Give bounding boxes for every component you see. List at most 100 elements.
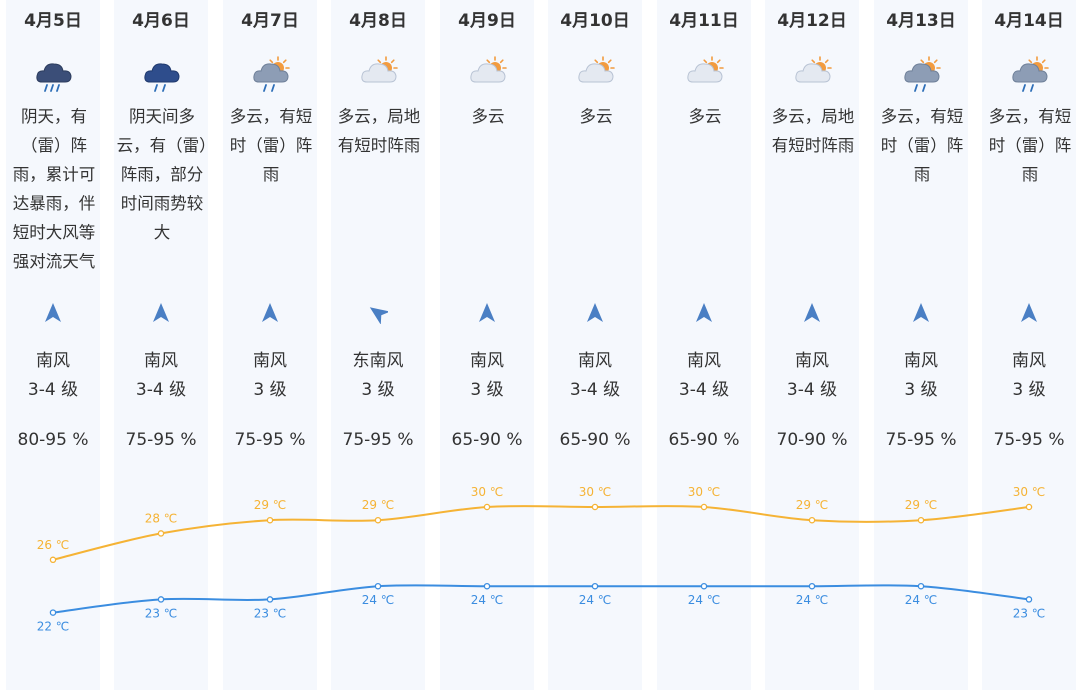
low-temp-label: 24 ℃ [579,593,612,607]
weather-description: 阴天，有（雷）阵雨，累计可达暴雨，伴短时大风等强对流天气 [12,107,96,271]
humidity: 65-90 % [451,430,523,450]
high-temp-point [917,516,925,524]
wind-direction-arrow-icon [369,307,388,324]
high-temp-point [483,503,491,511]
low-temp-point [1025,596,1033,603]
high-temp-point [374,516,382,524]
low-temp-line [52,584,1030,614]
humidity: 80-95 % [17,430,89,450]
forecast-date: 4月13日 [886,11,956,31]
humidity: 75-95 % [885,430,957,450]
wind-direction-arrow-icon [587,303,603,322]
wind-direction: 南风 [144,351,178,371]
weather-description: 阴天间多云，有（雷）阵雨，部分时间雨势较大 [116,107,208,242]
sun-cloud-icon [687,56,724,83]
wind-level: 3 级 [904,380,938,400]
wind-level: 3 级 [470,380,504,400]
low-temp-point [49,609,57,616]
wind-direction-arrow-icon [696,303,712,322]
wind-direction: 南风 [1012,351,1046,371]
day-column: 4月12日 多云，局地有短时阵雨 南风 3-4 级 70-90 % [765,0,859,690]
high-temp-point [591,503,599,511]
wind-direction: 东南风 [352,351,404,371]
wind-level: 3-4 级 [135,380,187,400]
wind-direction-arrow-icon [479,303,495,322]
high-temp-line [52,505,1030,561]
high-temp-label: 29 ℃ [796,498,829,512]
weather-description: 多云，有短时（雷）阵雨 [229,107,313,184]
low-temp-point [483,582,491,590]
wind-direction: 南风 [687,351,721,371]
day-column: 4月10日多云南风 3-4 级 65-90 % [548,0,642,690]
high-temp-point [808,516,816,524]
wind-direction: 南风 [36,351,70,371]
high-temp-label: 28 ℃ [145,511,178,525]
wind-direction: 南风 [253,351,287,371]
sun-cloud-rain-icon [1012,56,1049,92]
high-temp-point [266,516,274,524]
wind-level: 3 级 [253,380,287,400]
weather-description: 多云，有短时（雷）阵雨 [988,107,1072,184]
day-column: 4月6日阴天间多云，有（雷）阵雨，部分时间雨势较大南风 3-4 级 75-95 % [114,0,208,690]
day-column: 4月9日 多云 南风 3 级 65-90 % [440,0,534,690]
day-column: 4月11日 多云 南风 3-4 级 65-90 % [657,0,751,690]
wind-level: 3 级 [361,380,395,400]
sun-cloud-icon [361,56,398,83]
low-temp-label: 24 ℃ [688,593,721,607]
high-temp-label: 26 ℃ [37,538,70,552]
weather-description: 多云，局地有短时阵雨 [337,107,421,155]
low-temp-label: 24 ℃ [905,593,938,607]
low-temp-point [157,596,165,603]
sun-cloud-icon [470,56,507,83]
forecast-date: 4月10日 [560,11,630,31]
high-temp-label: 30 ℃ [579,485,612,499]
wind-level: 3-4 级 [27,380,79,400]
low-temp-point [808,582,816,590]
wind-direction-arrow-icon [262,303,278,322]
heavy-rain-icon [36,63,72,92]
low-temp-label: 23 ℃ [1013,606,1046,620]
high-temp-point [1025,503,1033,511]
high-temp-label: 30 ℃ [688,485,721,499]
high-temp-label: 29 ℃ [905,498,938,512]
humidity: 75-95 % [125,430,197,450]
humidity: 70-90 % [776,430,848,450]
sun-cloud-icon [795,56,832,83]
day-column: 4月14日 多云，有短时（雷）阵雨 南风 3 级 75-95 % [982,0,1076,690]
low-temp-point [591,582,599,590]
wind-direction-arrow-icon [913,303,929,322]
wind-level: 3 级 [1012,380,1046,400]
humidity: 75-95 % [234,430,306,450]
low-temp-point [700,582,708,590]
low-temp-point [374,582,382,590]
low-temp-label: 22 ℃ [37,620,70,634]
wind-level: 3-4 级 [786,380,838,400]
forecast-date: 4月6日 [132,11,190,31]
low-temp-point [266,596,274,603]
wind-direction-arrow-icon [1021,303,1037,322]
low-temp-label: 23 ℃ [254,606,287,620]
forecast-date: 4月7日 [241,11,299,31]
wind-direction-arrow-icon [153,303,169,322]
day-column: 4月8日 多云，局地有短时阵雨 东南风 3 级 75-95 % [331,0,425,690]
forecast-date: 4月11日 [669,11,739,31]
forecast-date: 4月9日 [458,11,516,31]
high-temp-label: 29 ℃ [254,498,287,512]
forecast-date: 4月12日 [777,11,847,31]
wind-direction: 南风 [904,351,938,371]
day-column: 4月13日 多云，有短时（雷）阵雨 南风 3 级 75-95 % [874,0,968,690]
wind-direction: 南风 [470,351,504,371]
wind-direction-arrow-icon [804,303,820,322]
low-temp-point [917,582,925,590]
wind-direction: 南风 [578,351,612,371]
high-temp-label: 30 ℃ [1013,485,1046,499]
humidity: 65-90 % [559,430,631,450]
weather-description: 多云，局地有短时阵雨 [771,107,855,155]
high-temp-point [49,556,57,564]
high-temp-point [157,530,165,537]
high-temp-label: 30 ℃ [471,485,504,499]
forecast-date: 4月5日 [24,11,82,31]
wind-level: 3-4 级 [569,380,621,400]
weather-description: 多云 [579,107,613,126]
humidity: 65-90 % [668,430,740,450]
